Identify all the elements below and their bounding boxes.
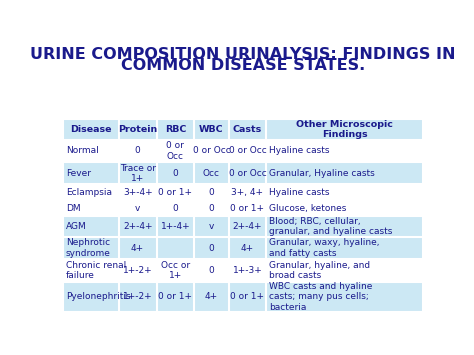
Bar — [63, 140, 423, 162]
Text: Granular, hyaline, and
broad casts: Granular, hyaline, and broad casts — [269, 261, 370, 280]
Bar — [63, 119, 423, 140]
Text: Hyaline casts: Hyaline casts — [269, 147, 330, 155]
Text: Normal: Normal — [66, 147, 99, 155]
Text: 0 or 1+: 0 or 1+ — [230, 292, 264, 301]
Text: 0: 0 — [173, 169, 178, 178]
Text: DM: DM — [66, 204, 81, 213]
Text: v: v — [135, 204, 140, 213]
Text: 1+-3+: 1+-3+ — [233, 266, 262, 275]
Text: URINE COMPOSITION URINALYSIS: FINDINGS IN: URINE COMPOSITION URINALYSIS: FINDINGS I… — [30, 47, 456, 62]
Text: Chronic renal
failure: Chronic renal failure — [66, 261, 126, 280]
Text: 4+: 4+ — [205, 292, 218, 301]
Text: Hyaline casts: Hyaline casts — [269, 188, 330, 197]
Text: 0: 0 — [209, 204, 214, 213]
Text: Eclampsia: Eclampsia — [66, 188, 112, 197]
Text: Trace or
1+: Trace or 1+ — [119, 164, 155, 183]
Text: 0 or Occ: 0 or Occ — [228, 169, 266, 178]
Text: 2+-4+: 2+-4+ — [233, 222, 262, 231]
Bar — [63, 200, 423, 216]
Text: Occ: Occ — [203, 169, 220, 178]
Text: COMMON DISEASE STATES.: COMMON DISEASE STATES. — [121, 58, 365, 73]
Text: Casts: Casts — [233, 125, 262, 134]
Text: Blood; RBC, cellular,
granular, and hyaline casts: Blood; RBC, cellular, granular, and hyal… — [269, 217, 392, 236]
Text: 0 or
Occ: 0 or Occ — [166, 141, 184, 161]
Bar — [63, 237, 423, 259]
Text: 3+-4+: 3+-4+ — [123, 188, 153, 197]
Text: 0: 0 — [173, 204, 178, 213]
Bar — [63, 259, 423, 282]
Text: 1+-4+: 1+-4+ — [161, 222, 190, 231]
Text: WBC: WBC — [199, 125, 224, 134]
Text: 4+: 4+ — [241, 244, 254, 253]
Text: 0 or 1+: 0 or 1+ — [230, 204, 264, 213]
Text: 0 or Occ: 0 or Occ — [192, 147, 230, 155]
Text: 4+: 4+ — [131, 244, 144, 253]
Text: Nephrotic
syndrome: Nephrotic syndrome — [66, 239, 111, 258]
Text: Occ or
1+: Occ or 1+ — [161, 261, 190, 280]
Text: Pyelonephritis: Pyelonephritis — [66, 292, 130, 301]
Text: 3+, 4+: 3+, 4+ — [231, 188, 264, 197]
Bar — [63, 185, 423, 200]
Text: 0 or 1+: 0 or 1+ — [158, 292, 192, 301]
Text: WBC casts and hyaline
casts; many pus cells;
bacteria: WBC casts and hyaline casts; many pus ce… — [269, 282, 373, 312]
Text: Disease: Disease — [70, 125, 111, 134]
Text: 0: 0 — [209, 266, 214, 275]
Text: Other Microscopic
Findings: Other Microscopic Findings — [296, 120, 393, 139]
Text: Granular, Hyaline casts: Granular, Hyaline casts — [269, 169, 375, 178]
Text: Protein: Protein — [118, 125, 157, 134]
Text: 0 or 1+: 0 or 1+ — [158, 188, 192, 197]
Text: Fever: Fever — [66, 169, 91, 178]
Text: 1+-2+: 1+-2+ — [123, 266, 153, 275]
Text: 1+-2+: 1+-2+ — [123, 292, 153, 301]
Bar — [63, 216, 423, 237]
Text: 0: 0 — [209, 188, 214, 197]
Text: 0: 0 — [135, 147, 140, 155]
Text: Glucose, ketones: Glucose, ketones — [269, 204, 346, 213]
Text: 0 or Occ: 0 or Occ — [228, 147, 266, 155]
Bar — [63, 282, 423, 312]
Text: 2+-4+: 2+-4+ — [123, 222, 152, 231]
Text: RBC: RBC — [165, 125, 186, 134]
Text: Granular, waxy, hyaline,
and fatty casts: Granular, waxy, hyaline, and fatty casts — [269, 239, 380, 258]
Bar — [63, 162, 423, 185]
Text: AGM: AGM — [66, 222, 87, 231]
Text: v: v — [209, 222, 214, 231]
Text: 0: 0 — [209, 244, 214, 253]
